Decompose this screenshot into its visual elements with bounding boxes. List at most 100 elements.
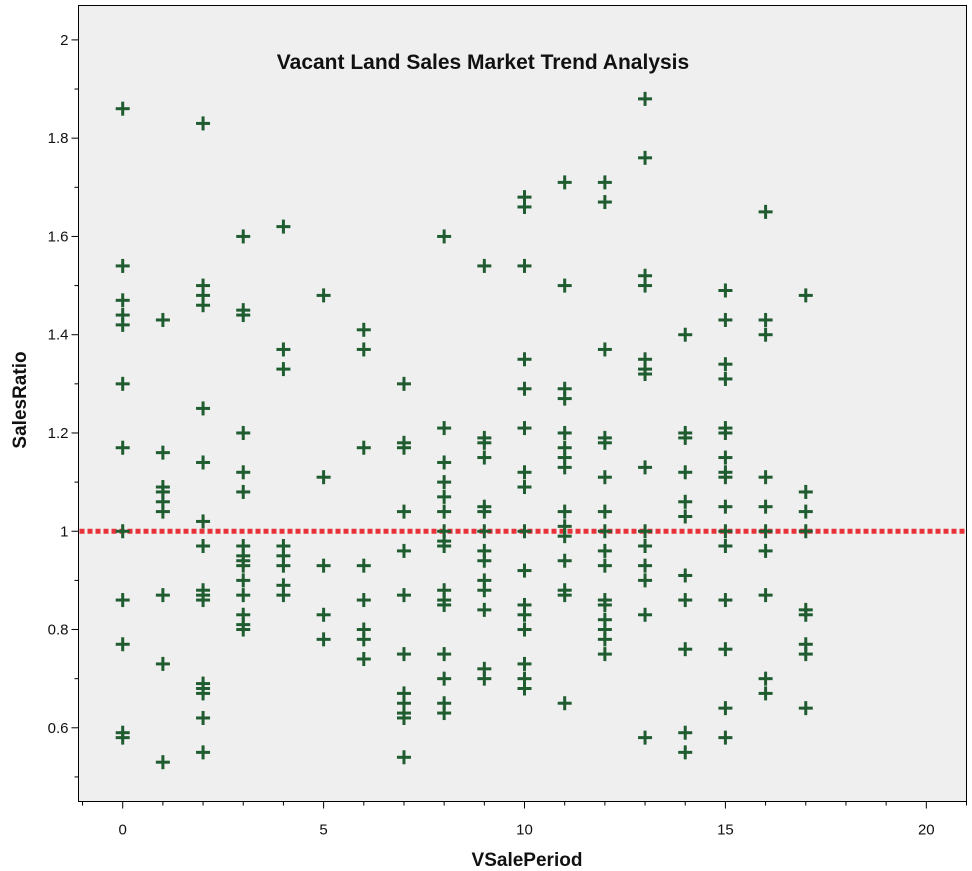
data-point bbox=[437, 455, 452, 470]
data-point bbox=[758, 543, 773, 558]
data-point bbox=[396, 588, 411, 603]
y-tick-label: 1 bbox=[60, 523, 68, 540]
data-point bbox=[236, 622, 251, 637]
data-point bbox=[798, 504, 813, 519]
data-point bbox=[196, 745, 211, 760]
data-point bbox=[557, 529, 572, 544]
data-point bbox=[477, 435, 492, 450]
data-point bbox=[597, 543, 612, 558]
data-point bbox=[196, 686, 211, 701]
data-point bbox=[597, 558, 612, 573]
data-point bbox=[196, 593, 211, 608]
data-point bbox=[437, 475, 452, 490]
data-point bbox=[638, 730, 653, 745]
data-point bbox=[597, 435, 612, 450]
data-point bbox=[196, 710, 211, 725]
data-point bbox=[236, 425, 251, 440]
data-point bbox=[115, 593, 130, 608]
data-point bbox=[597, 524, 612, 539]
data-point bbox=[276, 342, 291, 357]
data-point bbox=[678, 494, 693, 509]
data-point bbox=[115, 524, 130, 539]
data-point bbox=[356, 593, 371, 608]
data-point bbox=[236, 588, 251, 603]
data-point bbox=[477, 504, 492, 519]
data-point bbox=[718, 357, 733, 372]
data-point bbox=[517, 607, 532, 622]
data-point bbox=[437, 671, 452, 686]
data-point bbox=[155, 312, 170, 327]
data-point bbox=[155, 656, 170, 671]
data-point bbox=[798, 607, 813, 622]
data-point bbox=[638, 367, 653, 382]
data-point bbox=[718, 371, 733, 386]
data-point bbox=[155, 445, 170, 460]
data-point bbox=[477, 553, 492, 568]
data-point bbox=[115, 637, 130, 652]
data-point bbox=[557, 425, 572, 440]
x-axis-title: VSalePeriod bbox=[472, 850, 583, 871]
y-tick-label: 1.6 bbox=[48, 228, 69, 245]
data-point bbox=[718, 538, 733, 553]
data-point bbox=[718, 450, 733, 465]
data-point bbox=[396, 376, 411, 391]
data-point bbox=[517, 681, 532, 696]
x-tick-label: 10 bbox=[516, 822, 533, 839]
data-point bbox=[196, 514, 211, 529]
chart-title: Vacant Land Sales Market Trend Analysis bbox=[277, 51, 689, 74]
data-point bbox=[557, 696, 572, 711]
data-point bbox=[316, 288, 331, 303]
data-point bbox=[678, 465, 693, 480]
y-tick-label: 0.8 bbox=[48, 622, 69, 639]
x-tick-label: 20 bbox=[918, 822, 935, 839]
data-point bbox=[477, 450, 492, 465]
data-point bbox=[155, 755, 170, 770]
data-point bbox=[638, 607, 653, 622]
data-point bbox=[356, 440, 371, 455]
data-point bbox=[196, 538, 211, 553]
data-point bbox=[236, 573, 251, 588]
x-tick-label: 5 bbox=[319, 822, 327, 839]
data-point bbox=[718, 470, 733, 485]
data-point bbox=[517, 352, 532, 367]
data-point bbox=[718, 524, 733, 539]
data-point bbox=[276, 558, 291, 573]
data-point bbox=[678, 509, 693, 524]
data-point bbox=[437, 597, 452, 612]
data-point bbox=[517, 465, 532, 480]
data-point bbox=[678, 642, 693, 657]
data-point bbox=[396, 440, 411, 455]
data-point bbox=[115, 317, 130, 332]
data-point bbox=[477, 258, 492, 273]
data-point bbox=[236, 229, 251, 244]
data-point bbox=[517, 656, 532, 671]
data-point bbox=[437, 229, 452, 244]
data-point bbox=[597, 195, 612, 210]
data-point bbox=[798, 647, 813, 662]
data-points bbox=[115, 91, 813, 770]
data-point bbox=[437, 489, 452, 504]
data-point bbox=[638, 278, 653, 293]
data-point bbox=[155, 504, 170, 519]
data-point bbox=[236, 484, 251, 499]
data-point bbox=[758, 470, 773, 485]
data-point bbox=[517, 258, 532, 273]
data-point bbox=[597, 597, 612, 612]
data-point bbox=[356, 652, 371, 667]
data-point bbox=[437, 647, 452, 662]
data-point bbox=[597, 175, 612, 190]
data-point bbox=[115, 730, 130, 745]
data-point bbox=[115, 293, 130, 308]
data-point bbox=[316, 558, 331, 573]
data-point bbox=[437, 706, 452, 721]
data-point bbox=[437, 538, 452, 553]
y-tick-label: 2 bbox=[60, 32, 68, 49]
data-point bbox=[477, 524, 492, 539]
data-point bbox=[356, 322, 371, 337]
data-point bbox=[718, 499, 733, 514]
data-point bbox=[196, 298, 211, 313]
y-tick-label: 1.2 bbox=[48, 425, 69, 442]
data-point bbox=[758, 671, 773, 686]
data-point bbox=[758, 312, 773, 327]
